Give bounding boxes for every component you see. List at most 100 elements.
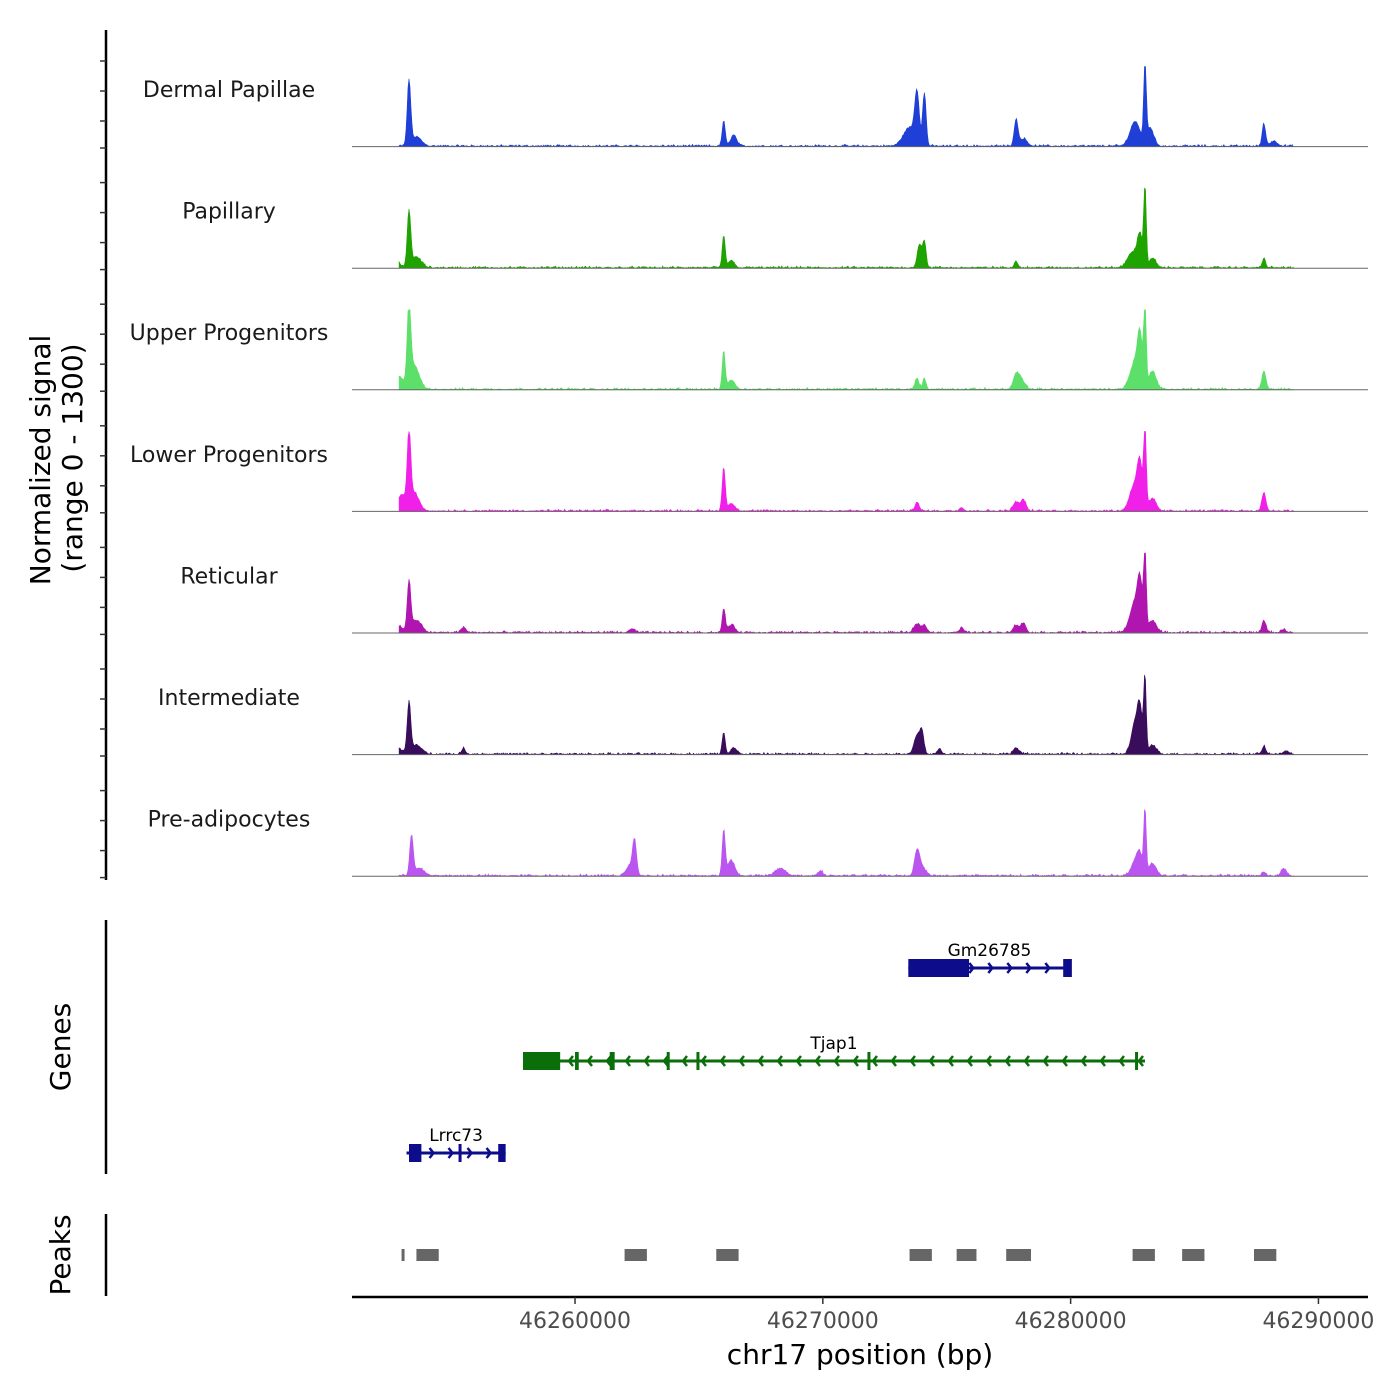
exon-block	[908, 959, 970, 977]
strand-arrow	[1042, 1055, 1049, 1067]
strand-arrow	[1118, 1055, 1125, 1067]
coverage-track-intermediate: Intermediate	[158, 674, 1368, 756]
strand-arrow	[447, 1147, 455, 1159]
strand-arrow	[947, 1055, 954, 1067]
gene-label: Lrrc73	[429, 1126, 483, 1146]
coverage-track-lower-progenitors: Lower Progenitors	[130, 431, 1368, 512]
peak-region	[1254, 1249, 1277, 1261]
x-tick-label: 46290000	[1262, 1309, 1374, 1334]
strand-arrow	[738, 1055, 745, 1067]
x-axis-title: chr17 position (bp)	[727, 1338, 993, 1371]
genes-title: Genes	[44, 1003, 77, 1091]
strand-arrow	[567, 1055, 574, 1067]
strand-arrow	[1061, 1055, 1068, 1067]
strand-arrow	[968, 962, 975, 974]
strand-arrow	[833, 1055, 840, 1067]
exon-block	[522, 1052, 561, 1070]
signal-area	[398, 674, 1295, 756]
track-label: Intermediate	[158, 686, 300, 711]
x-tick-label: 46270000	[767, 1309, 879, 1334]
peaks-title: Peaks	[44, 1214, 77, 1295]
strand-arrow	[662, 1055, 669, 1067]
strand-arrow	[1025, 962, 1032, 974]
exon-block	[575, 1052, 579, 1070]
x-tick-label: 46280000	[1015, 1309, 1127, 1334]
strand-arrow	[814, 1055, 821, 1067]
coverage-track-dermal-papillae: Dermal Papillae	[143, 66, 1368, 148]
peak-region	[909, 1249, 932, 1261]
strand-arrow	[1006, 962, 1013, 974]
strand-arrow	[681, 1055, 688, 1067]
strand-arrow	[966, 1055, 973, 1067]
exon-block	[867, 1052, 871, 1070]
x-tick-label: 46260000	[519, 1309, 631, 1334]
exon-block	[408, 1144, 422, 1162]
strand-arrow	[1080, 1055, 1087, 1067]
strand-arrow	[795, 1055, 802, 1067]
track-label: Papillary	[182, 200, 276, 225]
strand-arrow	[719, 1055, 726, 1067]
strand-arrow	[757, 1055, 764, 1067]
peaks-track	[401, 1249, 1277, 1261]
strand-arrow	[890, 1055, 897, 1067]
strand-arrow	[871, 1055, 878, 1067]
signal-area	[398, 809, 1295, 877]
y-axis-title: Normalized signal	[24, 335, 57, 586]
track-label: Reticular	[180, 564, 278, 589]
strand-arrow	[643, 1055, 650, 1067]
coverage-track-upper-progenitors: Upper Progenitors	[130, 309, 1368, 391]
coverage-track-reticular: Reticular	[180, 552, 1368, 634]
peak-region	[416, 1249, 439, 1261]
gene-label: Gm26785	[948, 941, 1032, 961]
exon-block	[1063, 959, 1072, 977]
y-axis-subtitle: (range 0 - 1300)	[56, 343, 89, 572]
track-label: Upper Progenitors	[130, 321, 329, 346]
strand-arrow	[428, 1147, 436, 1159]
strand-arrow	[909, 1055, 916, 1067]
peak-region	[716, 1249, 739, 1261]
track-label: Dermal Papillae	[143, 78, 315, 103]
strand-arrow	[485, 1147, 493, 1159]
coverage-tracks: Dermal Papillae Papillary Upper Progenitor…	[130, 66, 1368, 877]
exon-block	[666, 1052, 670, 1070]
gene-lrrc73: Lrrc73	[406, 1126, 506, 1162]
coverage-track-papillary: Papillary	[182, 187, 1368, 269]
gene-gm26785: Gm26785	[908, 941, 1072, 977]
axes: Normalized signal (range 0 - 1300) Genes Pe…	[24, 30, 1374, 1371]
peak-region	[1182, 1249, 1205, 1261]
signal-area	[398, 552, 1294, 634]
signal-area	[398, 309, 1294, 391]
strand-arrow	[776, 1055, 783, 1067]
strand-arrow	[928, 1055, 935, 1067]
strand-arrow	[586, 1055, 593, 1067]
strand-arrow	[700, 1055, 707, 1067]
strand-arrow	[1004, 1055, 1011, 1067]
exon-block	[609, 1052, 615, 1070]
strand-arrow	[985, 1055, 992, 1067]
gene-label: Tjap1	[809, 1034, 857, 1054]
exon-block	[696, 1052, 700, 1070]
signal-area	[398, 66, 1294, 148]
strand-arrow	[1023, 1055, 1030, 1067]
strand-arrow	[987, 962, 994, 974]
strand-arrow	[852, 1055, 859, 1067]
strand-arrow	[605, 1055, 612, 1067]
strand-arrow	[1044, 962, 1051, 974]
exon-block	[458, 1144, 462, 1162]
signal-area	[398, 431, 1295, 512]
track-label: Pre-adipocytes	[148, 808, 311, 833]
strand-arrow	[624, 1055, 631, 1067]
exon-block	[498, 1144, 506, 1162]
gene-annotation-track: Gm26785 Tjap1 Lrrc73	[406, 941, 1145, 1162]
strand-arrow	[466, 1147, 474, 1159]
coverage-track-pre-adipocytes: Pre-adipocytes	[148, 808, 1368, 877]
peak-region	[401, 1249, 405, 1261]
exon-block	[1135, 1052, 1139, 1070]
peak-region	[1132, 1249, 1155, 1261]
peak-region	[624, 1249, 647, 1261]
gene-tjap1: Tjap1	[522, 1034, 1145, 1070]
peak-region	[956, 1249, 977, 1261]
track-label: Lower Progenitors	[130, 443, 328, 468]
